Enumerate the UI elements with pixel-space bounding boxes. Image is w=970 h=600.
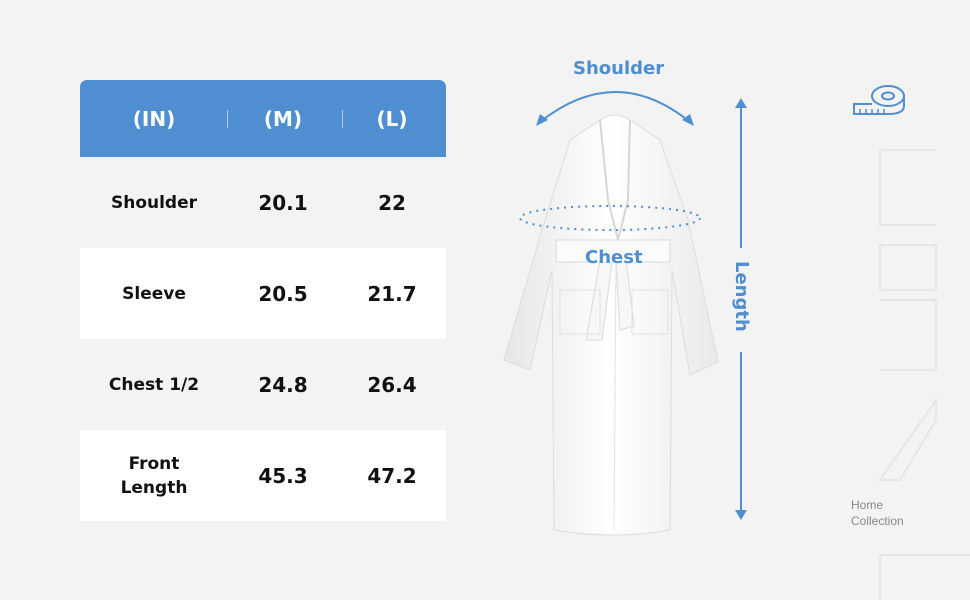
- row-value-m: 20.1: [258, 190, 308, 215]
- brand-line-home: Home: [851, 498, 884, 512]
- table-header: (IN) (M) (L): [80, 80, 446, 157]
- robe-diagram: Shoulder Chest Length: [490, 40, 770, 560]
- row-value-m: 20.5: [258, 281, 308, 306]
- row-value-m: 24.8: [258, 372, 308, 397]
- shoulder-label: Shoulder: [573, 58, 665, 79]
- decorative-background: [840, 0, 970, 600]
- robe-illustration: [503, 91, 747, 536]
- header-divider: [227, 110, 228, 128]
- measuring-tape-icon: [853, 85, 905, 115]
- row-label: Chest 1/2: [108, 374, 200, 395]
- row-label: Shoulder: [110, 192, 198, 213]
- header-unit: (IN): [132, 106, 176, 131]
- row-value-l: 47.2: [367, 463, 417, 488]
- header-divider: [342, 110, 343, 128]
- size-chart-table: (IN) (M) (L) Shoulder 20.1 22 Sleeve 20.…: [80, 80, 446, 521]
- table-row-shoulder: Shoulder 20.1 22: [80, 157, 446, 248]
- table-row-sleeve: Sleeve 20.5 21.7: [80, 248, 446, 339]
- decorative-letters: [878, 149, 970, 600]
- row-value-l: 22: [378, 190, 406, 215]
- brand-line-collection: Collection: [851, 514, 904, 528]
- row-label: Front Length: [120, 453, 188, 498]
- header-size-l: (L): [376, 106, 408, 131]
- length-label: Length: [731, 261, 752, 332]
- header-size-m: (M): [263, 106, 303, 131]
- chest-label: Chest: [585, 247, 643, 268]
- row-value-m: 45.3: [258, 463, 308, 488]
- row-value-l: 21.7: [367, 281, 417, 306]
- brand-text: Home Collection: [851, 497, 904, 529]
- row-label: Sleeve: [122, 283, 186, 304]
- table-row-chest: Chest 1/2 24.8 26.4: [80, 339, 446, 430]
- row-value-l: 26.4: [367, 372, 417, 397]
- table-row-front-length: Front Length 45.3 47.2: [80, 430, 446, 521]
